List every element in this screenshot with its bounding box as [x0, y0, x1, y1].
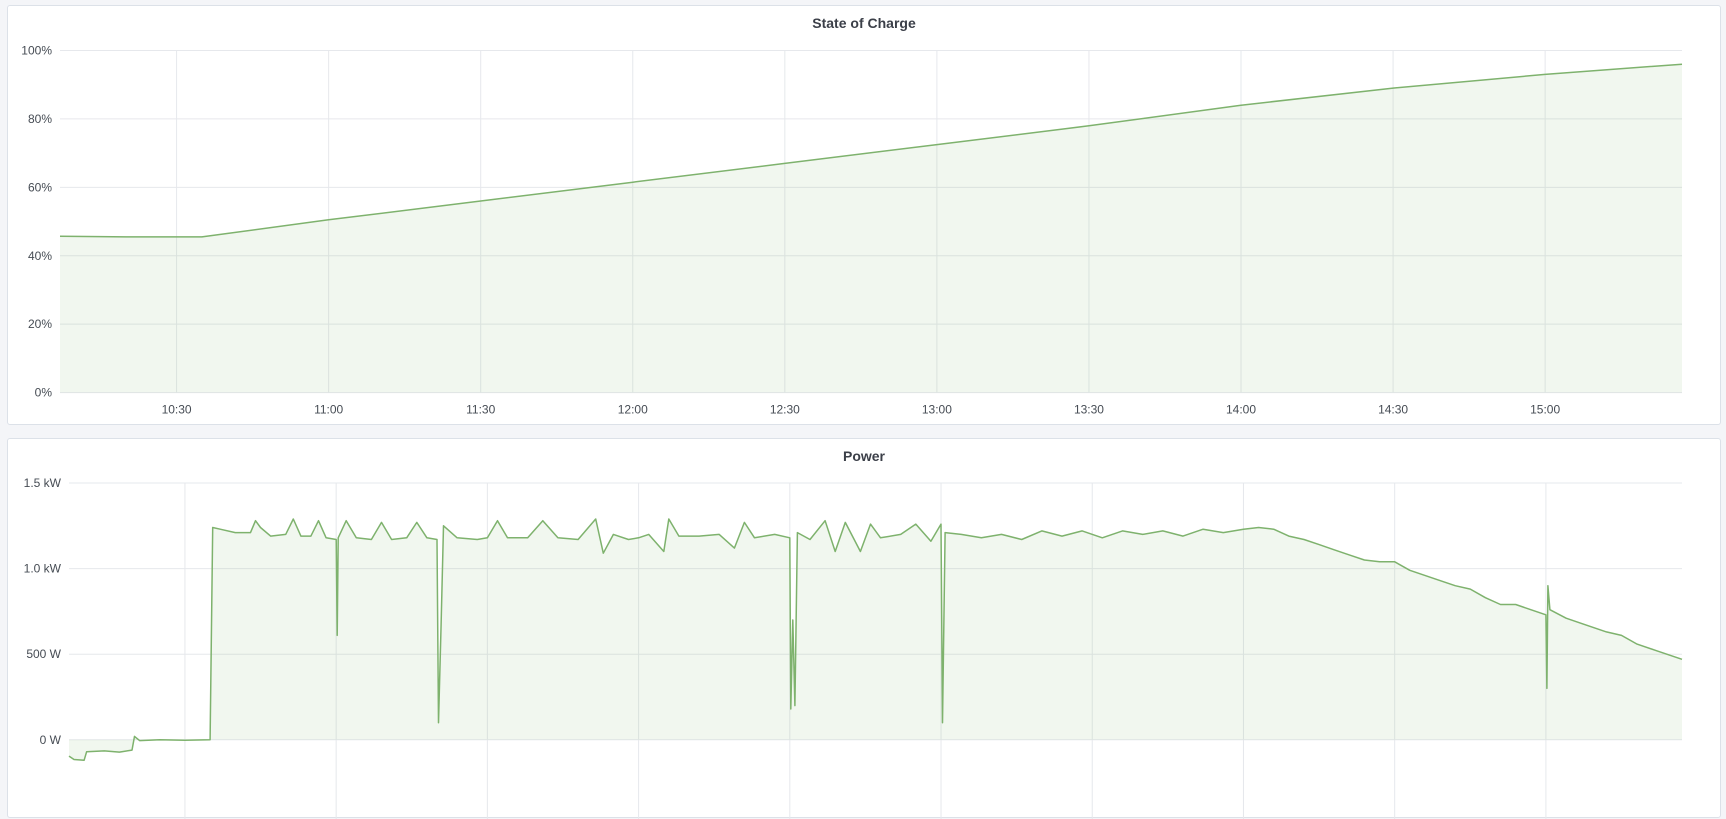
x-tick-label: 12:30 [770, 403, 800, 417]
x-tick-label: 14:00 [1226, 403, 1256, 417]
y-tick-label: 0 W [40, 733, 62, 747]
series-line [68, 518, 1683, 762]
state-of-charge-chart: 0% 20% 40% 60% 80% 100% 10:30 11:00 11:30 12:00 12… [21, 44, 1683, 417]
x-tick-label: 12:00 [618, 403, 648, 417]
series-line [59, 63, 1683, 238]
x-tick-label: 15:00 [1530, 403, 1560, 417]
power-panel: Power 0 W 500 W 1.0 kW 1.5 kW [7, 438, 1721, 819]
y-tick-label: 500 W [26, 647, 61, 661]
x-tick-label: 13:00 [922, 403, 952, 417]
y-tick-label: 100% [21, 44, 52, 58]
x-tick-label: 11:30 [466, 403, 495, 417]
y-tick-label: 0% [35, 386, 53, 400]
x-tick-label: 14:30 [1378, 403, 1408, 417]
series-area-fill [69, 519, 1682, 761]
x-tick-label: 10:30 [162, 403, 192, 417]
state-of-charge-panel: State of Charge 0% 20% 40% 60% 80% 100% 10:30 1… [7, 5, 1721, 425]
y-tick-label: 60% [28, 180, 52, 194]
y-tick-label: 20% [28, 317, 52, 331]
y-tick-label: 40% [28, 249, 52, 263]
series-area-fill [60, 64, 1682, 393]
x-tick-label: 13:30 [1074, 403, 1104, 417]
panel-title[interactable]: Power [842, 448, 885, 464]
y-tick-label: 1.5 kW [24, 476, 62, 490]
panel-title[interactable]: State of Charge [812, 15, 916, 31]
power-chart: 0 W 500 W 1.0 kW 1.5 kW [24, 476, 1683, 819]
y-tick-label: 1.0 kW [24, 562, 62, 576]
x-tick-label: 11:00 [314, 403, 343, 417]
y-tick-label: 80% [28, 112, 52, 126]
